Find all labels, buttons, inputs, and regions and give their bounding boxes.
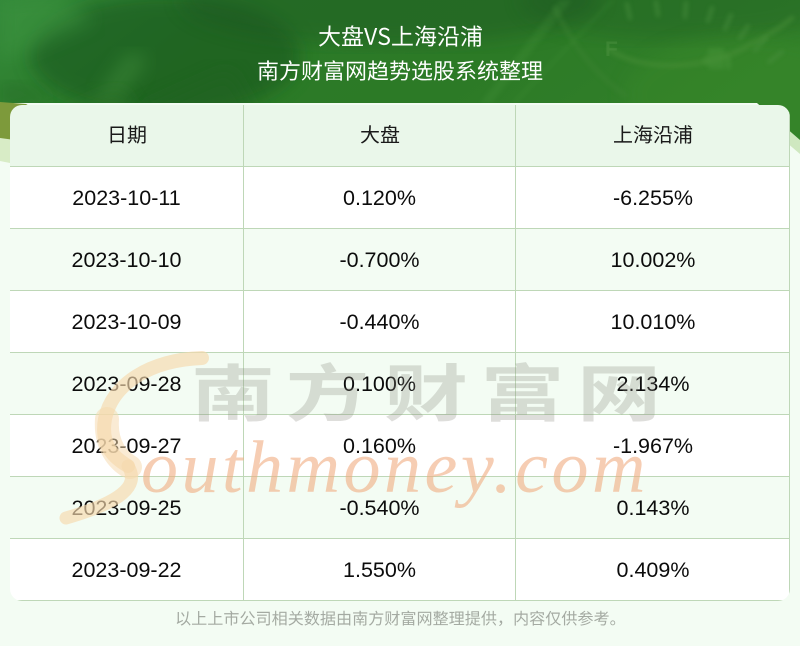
svg-text:F: F (605, 38, 618, 61)
svg-text:outhmoney.com: outhmoney.com (141, 427, 649, 509)
